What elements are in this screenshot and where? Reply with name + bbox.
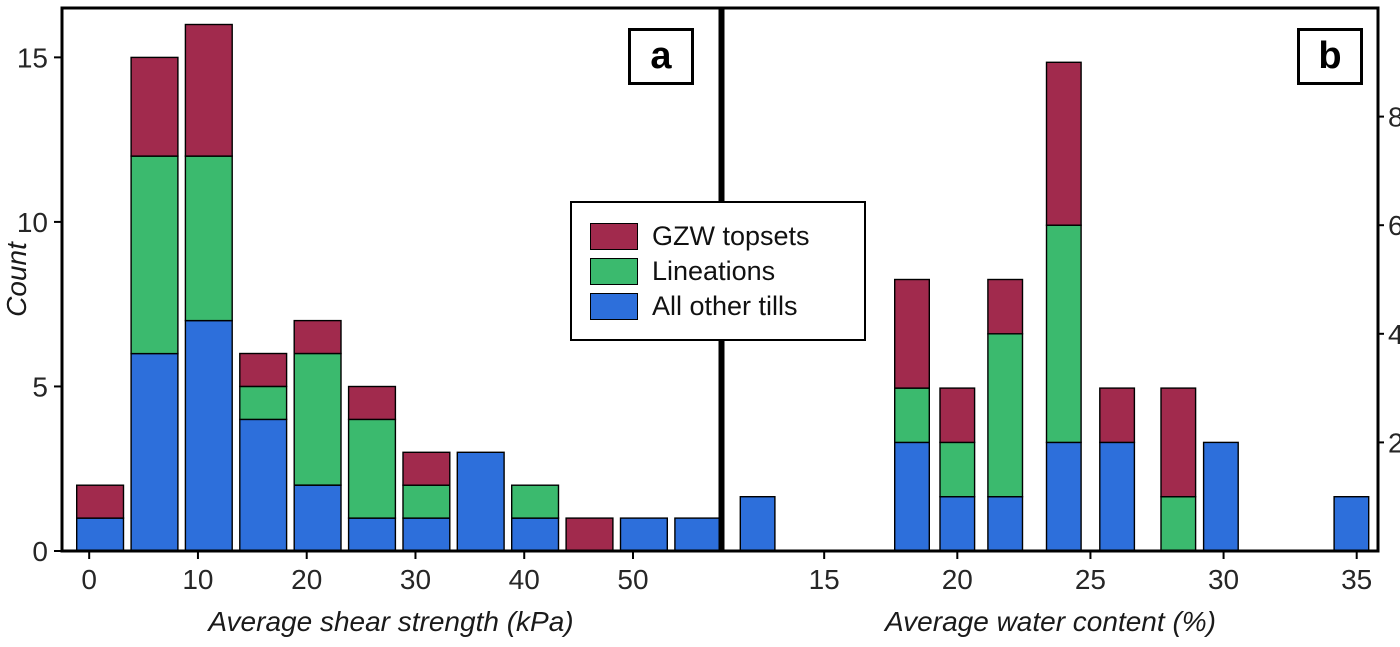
bar-segment-a	[347, 385, 397, 421]
x-tick-label: 35	[1341, 564, 1372, 595]
bar-segment-a	[239, 418, 288, 552]
bar-segment-b	[939, 496, 976, 552]
bar-segment-a	[511, 517, 560, 552]
bar-segment-a	[184, 319, 233, 552]
bar-segment-b	[1202, 441, 1239, 552]
bar-segment-a	[347, 418, 397, 519]
bar-segment-b	[987, 278, 1024, 335]
bar-segment-a	[402, 517, 451, 552]
bar-segment-a	[75, 517, 125, 552]
bar-segment-b	[1160, 496, 1197, 552]
legend-item-gzw-topsets: GZW topsets	[590, 220, 864, 251]
bar-segment-a	[293, 319, 342, 355]
bar-segment-b	[1160, 387, 1197, 498]
bar-segment-a	[130, 352, 179, 552]
bar-segment-b	[1099, 387, 1136, 444]
bar-segment-b	[987, 333, 1024, 498]
panel-b-tag: b	[1297, 28, 1363, 85]
legend-label-lineations: Lineations	[652, 255, 776, 286]
y-tick-label: 4	[1388, 319, 1400, 350]
y-tick-label: 0	[32, 536, 48, 567]
y-tick-label: 10	[17, 207, 48, 238]
y-tick-label: 6	[1388, 210, 1400, 241]
x-tick-label: 25	[1075, 564, 1106, 595]
legend-label-all-other-tills: All other tills	[652, 290, 798, 321]
bar-segment-a	[130, 155, 179, 355]
bar-segment-a	[402, 484, 451, 519]
y-tick-label: 8	[1388, 102, 1400, 133]
bar-segment-b	[894, 441, 931, 552]
bar-segment-a	[239, 385, 288, 421]
x-tick-label: 20	[291, 564, 322, 595]
bar-segment-b	[987, 496, 1024, 552]
bar-segment-a	[456, 451, 505, 552]
x-tick-label: 40	[509, 564, 540, 595]
panel-a-tag: a	[628, 28, 694, 85]
bar-segment-a	[619, 517, 668, 552]
bar-segment-a	[184, 155, 233, 322]
bar-segment-b	[894, 387, 931, 444]
bar-segment-a	[402, 451, 451, 486]
legend-item-all-other-tills: All other tills	[590, 290, 864, 321]
panel-b-letter: b	[1318, 35, 1342, 77]
bar-segment-b	[1045, 441, 1082, 552]
y-tick-label: 2	[1388, 427, 1400, 458]
x-tick-label: 10	[182, 564, 213, 595]
bar-segment-a	[239, 352, 288, 388]
x-axis-label-a: Average shear strength (kPa)	[206, 606, 573, 637]
bar-segment-b	[939, 387, 976, 444]
x-tick-label: 0	[81, 564, 97, 595]
y-tick-label: 5	[32, 371, 48, 402]
bar-segment-a	[511, 484, 560, 519]
x-tick-label: 15	[809, 564, 840, 595]
bar-segment-a	[130, 56, 179, 157]
y-axis-label: Count	[1, 241, 32, 317]
x-tick-label: 30	[1208, 564, 1239, 595]
bar-segment-a	[75, 484, 125, 519]
x-tick-label: 30	[400, 564, 431, 595]
bar-segment-a	[184, 23, 233, 157]
x-tick-label: 20	[942, 564, 973, 595]
bar-segment-a	[347, 517, 397, 552]
panel-a-letter: a	[650, 35, 672, 77]
legend-item-lineations: Lineations	[590, 255, 864, 286]
bar-segment-a	[565, 517, 614, 552]
bar-segment-b	[894, 278, 931, 389]
bar-segment-b	[939, 441, 976, 498]
legend-swatch-lineations	[590, 257, 638, 285]
legend-label-gzw-topsets: GZW topsets	[652, 220, 810, 251]
legend-swatch-all-other-tills	[590, 292, 638, 320]
bar-segment-b	[1045, 61, 1082, 226]
bar-segment-b	[1099, 441, 1136, 552]
x-axis-label-b: Average water content (%)	[883, 606, 1216, 637]
bar-segment-b	[1333, 496, 1370, 552]
x-tick-label: 50	[617, 564, 648, 595]
bar-segment-b	[1045, 224, 1082, 444]
legend-swatch-gzw-topsets	[590, 222, 638, 250]
bar-segment-b	[739, 496, 776, 552]
bar-segment-a	[293, 484, 342, 552]
y-tick-label: 15	[17, 42, 48, 73]
bar-segment-a	[293, 352, 342, 486]
legend: GZW topsets Lineations All other tills	[570, 201, 866, 341]
bar-segment-a	[674, 517, 723, 552]
